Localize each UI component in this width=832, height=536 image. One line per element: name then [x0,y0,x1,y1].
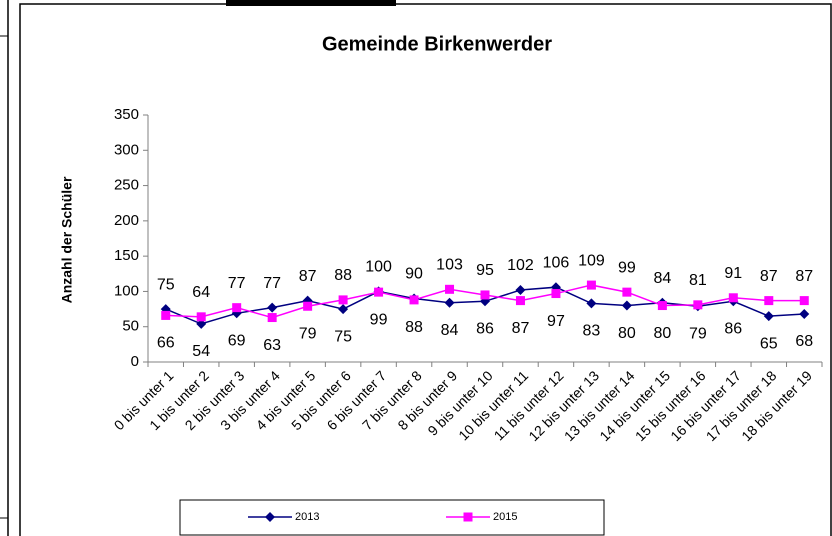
point [515,296,525,306]
data-label: 64 [192,284,210,301]
chart-title: Gemeinde Birkenwerder [322,33,552,55]
point [586,298,597,309]
data-label: 87 [760,268,778,285]
y-tick-label: 0 [131,353,139,370]
data-label: 87 [795,268,813,285]
point [444,297,455,308]
point [657,301,667,311]
data-label: 106 [543,254,570,271]
point [480,290,490,300]
point [693,300,703,310]
data-label: 79 [299,325,317,342]
data-label: 65 [760,335,778,352]
data-label: 87 [512,320,530,337]
point [621,300,632,311]
point [764,296,774,306]
data-label: 81 [689,272,707,289]
data-label: 83 [583,323,601,340]
y-tick-label: 150 [114,247,139,264]
data-label: 66 [157,335,175,352]
point [338,295,348,305]
point [515,285,526,296]
data-label: 77 [228,275,246,292]
y-tick-label: 200 [114,212,139,229]
legend-marker [463,512,473,522]
point [232,303,242,313]
data-label: 63 [263,337,281,354]
legend-label: 2015 [493,511,517,523]
point [338,304,349,315]
data-label: 86 [724,321,742,338]
data-label: 97 [547,313,565,330]
y-tick-label: 350 [114,106,139,123]
point [196,318,207,329]
y-tick-label: 300 [114,141,139,158]
legend-label: 2013 [295,511,319,523]
data-label: 95 [476,262,494,279]
data-label: 88 [405,319,423,336]
data-label: 86 [476,321,494,338]
point [196,312,206,322]
point [303,301,313,311]
data-label: 102 [507,257,534,274]
point [267,302,278,313]
data-label: 109 [578,252,605,269]
data-label: 80 [618,325,636,342]
data-label: 87 [299,268,317,285]
data-label: 84 [441,322,459,339]
point [799,309,810,320]
data-label: 99 [618,259,636,276]
data-label: 79 [689,325,707,342]
point [586,280,596,290]
legend-box [179,499,605,536]
data-label: 68 [795,333,813,350]
point [799,296,809,306]
y-tick-label: 250 [114,177,139,194]
legend-marker [265,512,275,522]
y-axis-label: Anzahl der Schüler [59,176,75,303]
data-label: 103 [436,257,463,274]
y-tick-label: 100 [114,282,139,299]
point [161,310,171,320]
y-tick-label: 50 [122,318,139,335]
point [445,284,455,294]
point [728,293,738,303]
data-label: 84 [653,270,671,287]
data-label: 77 [263,275,281,292]
data-label: 54 [192,343,210,360]
point [409,295,419,305]
point [551,289,561,299]
data-label: 75 [157,276,175,293]
point [374,287,384,297]
data-label: 100 [365,259,392,276]
point [622,287,632,297]
data-label: 90 [405,266,423,283]
data-label: 75 [334,328,352,345]
point [763,311,774,322]
point [267,313,277,323]
data-label: 80 [653,325,671,342]
data-label: 69 [228,333,246,350]
chart-border [19,3,832,536]
data-label: 88 [334,267,352,284]
top-bar [226,0,396,6]
data-label: 91 [724,265,742,282]
data-label: 99 [370,311,388,328]
